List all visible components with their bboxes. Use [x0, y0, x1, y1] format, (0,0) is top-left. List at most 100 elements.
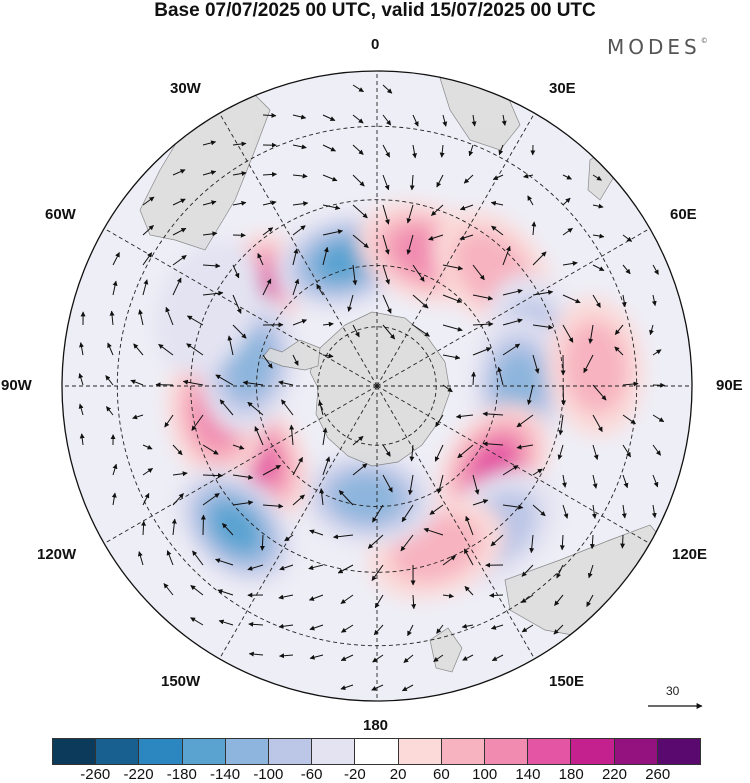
wind-vector [232, 200, 247, 206]
lon-label-0: 0 [371, 36, 380, 53]
wind-vector [472, 474, 480, 495]
wind-vector [352, 144, 364, 155]
wind-vector [371, 564, 384, 582]
colorbar-swatch [657, 739, 701, 764]
wind-vector [218, 619, 234, 626]
wind-vector [561, 474, 567, 488]
wind-vector [491, 225, 504, 236]
wind-vector [232, 171, 247, 177]
wind-vector [79, 433, 85, 446]
wind-vector [462, 654, 474, 661]
map-title: Base 07/07/2025 00 UTC, valid 15/07/2025… [154, 0, 596, 21]
modes-logo: MODES© [607, 35, 708, 59]
wind-vector [382, 204, 390, 225]
wind-vectors [78, 84, 666, 692]
wind-vector [529, 534, 535, 554]
wind-vector [292, 201, 309, 207]
wind-vector [292, 173, 308, 179]
colorbar-tick-label: 100 [472, 766, 498, 783]
wind-vector [172, 444, 183, 456]
wind-vector [406, 204, 414, 224]
wind-vector [322, 246, 329, 266]
wind-vector [382, 264, 390, 285]
wind-vector [254, 426, 264, 446]
wind-vector [472, 294, 494, 301]
wind-vector [464, 586, 474, 596]
anomaly-contour [316, 241, 372, 282]
wind-vector [532, 289, 554, 296]
wind-vector [371, 684, 384, 691]
wind-vector [554, 594, 564, 606]
wind-vector [337, 564, 354, 574]
wind-vector [652, 444, 662, 456]
wind-vector [434, 444, 444, 462]
wind-vector [215, 558, 234, 566]
wind-vector [586, 594, 594, 607]
wind-vector [202, 492, 220, 506]
wind-vector [142, 279, 149, 296]
colorbar-swatch [182, 739, 226, 764]
wind-vector [112, 252, 120, 266]
wind-vector [527, 195, 534, 206]
wind-vector [502, 288, 523, 296]
colorbar-ticks: -260 -220 -180 -140 -100 -60 -20 20 60 100 140 180 2… [0, 767, 750, 783]
wind-vector [292, 114, 307, 120]
wind-vector [248, 621, 264, 627]
wind-vector [557, 444, 564, 460]
wind-vector [492, 174, 504, 180]
wind-vector [409, 444, 415, 462]
wind-vector [433, 654, 444, 663]
wind-vector [232, 294, 242, 314]
wind-vector [172, 227, 187, 236]
wind-vector [435, 414, 444, 428]
wind-vector [532, 324, 554, 330]
wind-vector [502, 318, 523, 326]
wind-vector [340, 594, 354, 605]
wind-vector [262, 171, 277, 177]
wind-vector [382, 444, 391, 457]
colorbar-swatch [312, 739, 356, 764]
wind-vector [502, 343, 521, 356]
wind-vector [165, 306, 174, 326]
wind-vector [142, 196, 155, 206]
wind-vector [262, 112, 277, 118]
colorbar-swatch [269, 739, 313, 764]
wind-vector [652, 349, 662, 356]
wind-vector [292, 456, 303, 476]
wind-vector [621, 504, 627, 519]
colorbar-swatch [96, 739, 140, 764]
wind-vector [437, 474, 444, 494]
wind-vector [186, 343, 204, 356]
wind-vector [468, 144, 474, 157]
wind-vector [284, 534, 294, 542]
wind-vector [472, 264, 485, 281]
wind-vector [107, 342, 114, 356]
lon-label-90w: 90W [1, 377, 32, 394]
wind-vector [472, 347, 492, 356]
wind-vector [202, 473, 223, 479]
wind-vector [649, 324, 654, 336]
wind-vector [262, 503, 284, 509]
wind-vector [190, 617, 204, 626]
wind-vector [621, 294, 627, 308]
lon-label-120e: 120E [672, 546, 708, 563]
wind-vector [352, 264, 358, 286]
meridian-line [103, 385, 378, 544]
lon-label-60w: 60W [45, 206, 76, 223]
wind-vector [382, 234, 390, 255]
wind-vector [471, 114, 477, 127]
wind-vector [412, 294, 429, 309]
colorbar-swatch [139, 739, 183, 764]
wind-vector [490, 534, 504, 547]
wind-vector [202, 263, 221, 269]
wind-vector [142, 444, 153, 450]
wind-vector [257, 252, 264, 266]
lon-label-120w: 120W [37, 546, 77, 563]
wind-vector [322, 174, 338, 182]
wind-vector [259, 534, 265, 551]
wind-vector [587, 564, 594, 579]
wind-vector [172, 198, 186, 206]
wind-vector [109, 310, 115, 326]
reference-vector-value: 30 [666, 684, 680, 698]
colorbar-swatch [441, 739, 486, 764]
